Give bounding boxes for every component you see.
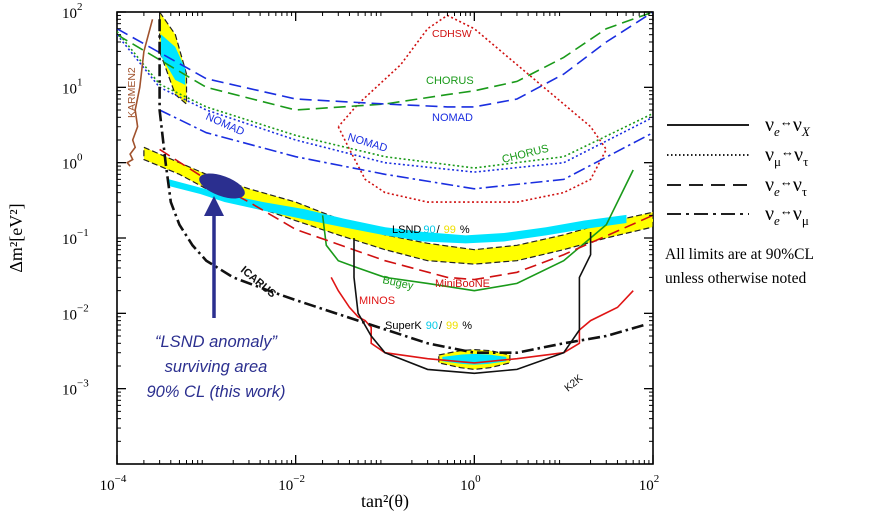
label-lsnd: LSND 90/99% (392, 224, 470, 236)
annotation-line-2: surviving area (165, 358, 268, 376)
y-tick-label: 101 (62, 76, 83, 97)
curve-nomad-dashdot-5 (159, 109, 653, 190)
curve-chorus-dashed-1 (117, 12, 653, 111)
region-lsnd-90-0 (168, 179, 627, 244)
x-axis-label: tan²(θ) (361, 491, 409, 512)
label-superk-90: 90 (426, 320, 438, 332)
x-tick-label: 100 (460, 473, 481, 494)
label-chorus-dashed: CHORUS (426, 75, 474, 87)
label-chorus-dotted: CHORUS (501, 143, 550, 166)
legend-label-numu-nutau: νμ↔ντ (765, 144, 808, 169)
curve-minos-solid-8 (330, 277, 634, 364)
legend-label-nue-nutau: νe↔ντ (765, 174, 807, 199)
legend-note-line-1: All limits are at 90%CL (665, 246, 814, 263)
label-lsnd-90: 90 (423, 224, 435, 236)
annotation-line-3: 90% CL (this work) (146, 383, 285, 401)
curve-nomad-dashed-2 (117, 12, 653, 108)
x-tick-label: 102 (639, 473, 660, 494)
label-superk: SuperK 90/99% (385, 320, 472, 332)
curve-miniboone-dashed-9 (159, 148, 653, 281)
legend-label-nue-numu: νe↔νμ (765, 203, 809, 228)
label-karmen2: KARMEN2 (126, 67, 138, 118)
curve-karmen2-solid-6 (125, 19, 154, 167)
legend-label-nue-nux: νe↔νX (765, 114, 811, 139)
label-nomad-dotted: NOMAD (346, 131, 389, 154)
label-cdhsw: CDHSW (432, 28, 472, 40)
label-miniboone: MiniBooNE (435, 278, 490, 290)
y-tick-label: 100 (62, 152, 83, 173)
label-lsnd-99: 99 (444, 224, 456, 236)
label-nomad-dashed: NOMAD (432, 112, 473, 124)
x-tick-label: 10−2 (278, 473, 305, 494)
label-k2k: K2K (562, 372, 585, 394)
legend: νe↔νX νμ↔ντ νe↔ντ νe↔νμ All limits are a… (665, 114, 814, 287)
y-axis-label: Δm²[eV²] (6, 203, 26, 272)
y-tick-label: 10−1 (62, 227, 89, 248)
curve-k2k-solid-10 (353, 232, 592, 375)
label-superk-name: SuperK (385, 320, 422, 332)
label-minos: MINOS (359, 295, 395, 307)
lsnd-anomaly-area (199, 173, 245, 199)
legend-note-line-2: unless otherwise noted (665, 270, 806, 287)
y-tick-label: 10−2 (62, 302, 89, 323)
annotation-line-1: “LSND anomaly” (155, 333, 278, 351)
label-lsnd-name: LSND (392, 224, 421, 236)
annotation-arrow-head (204, 196, 224, 216)
label-superk-99: 99 (446, 320, 458, 332)
curve-icarus-dashdot-11 (158, 19, 645, 354)
x-tick-label: 10−4 (100, 473, 127, 494)
y-tick-label: 10−3 (62, 378, 89, 399)
y-tick-label: 102 (62, 1, 83, 22)
label-bugey: Bugey (381, 274, 414, 292)
curve-cdhsw-dotted-0 (337, 14, 608, 203)
